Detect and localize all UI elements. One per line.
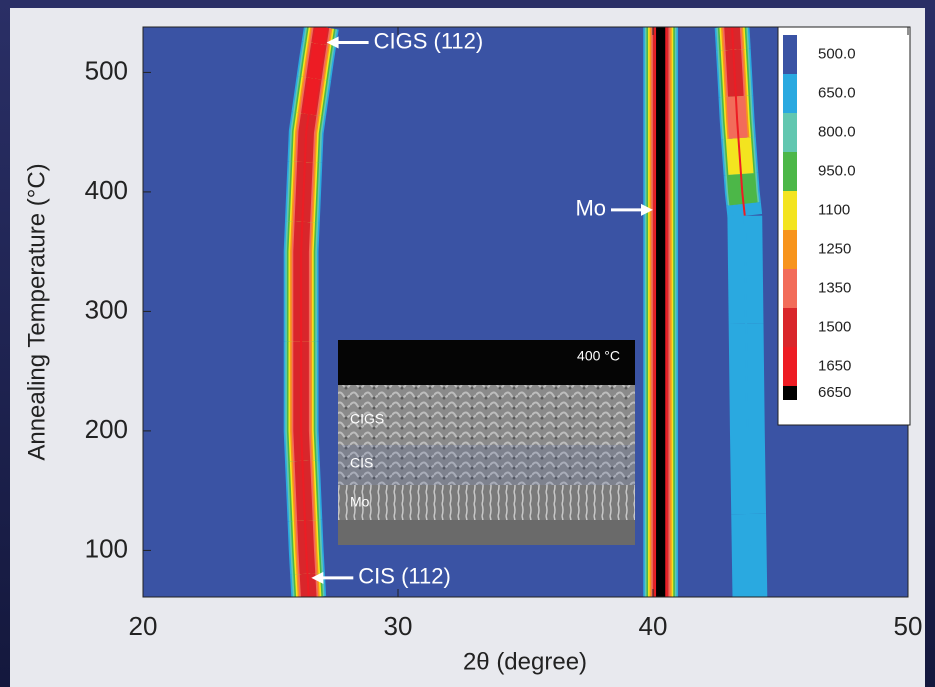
x-tick-label: 50 <box>894 611 923 641</box>
colorbar-label: 1650 <box>818 357 851 374</box>
x-tick-label: 40 <box>639 611 668 641</box>
inset-layer <box>338 385 635 445</box>
annotation-arrowhead <box>641 203 653 216</box>
colorbar-label: 950.0 <box>818 162 856 179</box>
x-tick-label: 20 <box>129 611 158 641</box>
colorbar-label: 800.0 <box>818 123 856 140</box>
colorbar-label: 1350 <box>818 279 851 296</box>
colorbar-swatch <box>783 74 797 113</box>
y-tick-label: 400 <box>85 175 128 205</box>
inset-layer <box>338 445 635 485</box>
colorbar-label: 500.0 <box>818 45 856 62</box>
colorbar-swatch <box>783 386 797 400</box>
inset-layer-label: CIGS <box>350 411 384 427</box>
peak-ridge <box>731 27 746 216</box>
colorbar-swatch <box>783 191 797 230</box>
annotation-arrowhead <box>311 571 324 584</box>
y-tick-label: 100 <box>85 533 128 563</box>
inset-top <box>338 340 635 385</box>
inset-substrate <box>338 520 635 545</box>
colorbar-swatch <box>783 347 797 386</box>
annotation: CIGS (112) <box>374 28 484 53</box>
colorbar-swatch <box>783 35 797 74</box>
colorbar-label: 1250 <box>818 240 851 257</box>
colorbar-swatch <box>783 152 797 191</box>
colorbar-swatch <box>783 230 797 269</box>
colorbar-label: 1500 <box>818 318 851 335</box>
annotation: Mo <box>575 196 606 221</box>
peak-ridge <box>743 215 751 597</box>
inset-layer <box>338 485 635 520</box>
inset-title: 400 °C <box>577 348 620 364</box>
annotation: CIS (112) <box>358 564 451 589</box>
x-tick-label: 30 <box>384 611 413 641</box>
colorbar-label: 650.0 <box>818 84 856 101</box>
colorbar-label: 6650 <box>818 384 851 401</box>
inset-image: 400 °C CIGS CIS Mo <box>338 340 635 545</box>
colorbar-swatch <box>783 308 797 347</box>
y-tick-label: 200 <box>85 414 128 444</box>
colorbar-swatch <box>783 113 797 152</box>
colorbar-box <box>777 26 911 426</box>
inset-layer-label: CIS <box>350 455 373 471</box>
inset-layer-label: Mo <box>350 494 370 510</box>
x-axis-label: 2θ (degree) <box>463 648 587 675</box>
y-tick-label: 500 <box>85 55 128 85</box>
colorbar-swatch <box>783 269 797 308</box>
y-axis-label: Annealing Temperature (°C) <box>23 163 50 460</box>
peak-ridge <box>300 27 323 597</box>
y-tick-label: 300 <box>85 294 128 324</box>
colorbar-label: 1100 <box>818 201 850 218</box>
annotation-arrowhead <box>326 36 339 49</box>
